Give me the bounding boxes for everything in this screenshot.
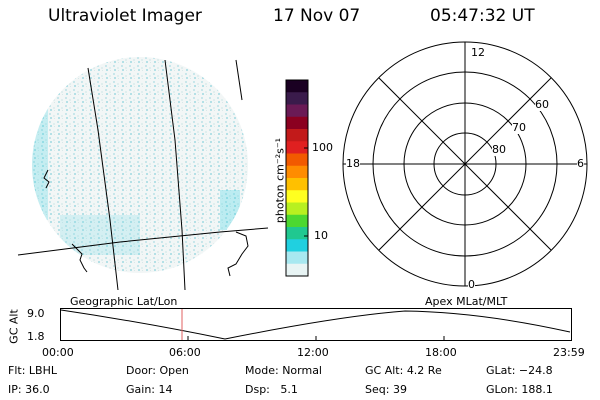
- coastline: [71, 243, 88, 273]
- status-value: 4.2 Re: [406, 364, 442, 377]
- mlt-label-18: 18: [346, 157, 360, 170]
- status-key: GLon:: [486, 383, 518, 396]
- status-key: Flt:: [8, 364, 26, 377]
- mlat-label-80: 80: [492, 143, 506, 156]
- status-value: −24.8: [518, 364, 553, 377]
- apex-label: Apex MLat/MLT: [425, 295, 508, 308]
- parallel-line: [17, 227, 269, 256]
- polar-diagonal: [378, 77, 552, 251]
- colorbar-band: [286, 153, 308, 167]
- status-value: 36.0: [25, 383, 50, 396]
- colorbar-band: [286, 263, 308, 277]
- colorbar-band: [286, 239, 308, 252]
- status-key: GC Alt:: [365, 364, 404, 377]
- status-key: GLat:: [486, 364, 516, 377]
- status-value: 188.1: [521, 383, 553, 396]
- altitude-timeline: [60, 308, 572, 341]
- earth-disk: [32, 57, 248, 273]
- status-key: Door:: [126, 364, 156, 377]
- status-glat: GLat: −24.8: [486, 364, 553, 377]
- timeline-tick-0: 00:00: [42, 346, 74, 359]
- altitude-curve: [60, 309, 571, 340]
- meridian-line: [87, 67, 119, 290]
- colorbar-band: [286, 80, 308, 93]
- colorbar-band: [286, 227, 308, 240]
- colorbar-band: [286, 129, 308, 142]
- meridian-line: [164, 59, 186, 290]
- coastline: [227, 231, 249, 277]
- mlat-label-60: 60: [535, 98, 549, 111]
- status-ip: IP: 36.0: [8, 383, 50, 396]
- mlt-label-12: 12: [471, 46, 485, 59]
- coastline: [43, 169, 50, 189]
- status-dsp: Dsp: 5.1: [245, 383, 298, 396]
- colorbar-band: [286, 116, 308, 130]
- time: 05:47:32 UT: [430, 6, 535, 26]
- geographic-label: Geographic Lat/Lon: [70, 295, 178, 308]
- title: Ultraviolet Imager: [48, 6, 202, 26]
- colorbar-band: [286, 92, 308, 105]
- mlt-label-6: 6: [577, 157, 584, 170]
- status-flt: Flt: LBHL: [8, 364, 57, 377]
- status-key: Seq:: [365, 383, 390, 396]
- status-key: Gain:: [126, 383, 155, 396]
- colorbar-band: [286, 202, 308, 216]
- meridian-line: [235, 59, 243, 101]
- status-gain: Gain: 14: [126, 383, 173, 396]
- status-value: Normal: [282, 364, 322, 377]
- timeline-tick-1: 06:00: [169, 346, 201, 359]
- colorbar-band: [286, 251, 308, 265]
- geographic-image: [17, 57, 269, 290]
- timeline-tick-2: 12:00: [297, 346, 329, 359]
- timeline-yaxis-label: GC Alt: [7, 309, 21, 344]
- timeline-ymax: 9.0: [27, 307, 45, 320]
- colorbar-band: [286, 104, 308, 118]
- polar-plot: [342, 41, 588, 287]
- status-key: IP:: [8, 383, 22, 396]
- colorbar-tick-100: 100: [312, 141, 333, 154]
- mlt-label-0: 0: [468, 278, 475, 291]
- status-key: Mode:: [245, 364, 279, 377]
- colorbar-band: [286, 141, 308, 154]
- status-seq: Seq: 39: [365, 383, 407, 396]
- date: 17 Nov 07: [273, 6, 361, 26]
- status-door: Door: Open: [126, 364, 189, 377]
- timeline-tick-4: 23:59: [553, 346, 585, 359]
- colorbar: [285, 79, 309, 277]
- status-key: Dsp:: [245, 383, 270, 396]
- status-value: Open: [159, 364, 189, 377]
- colorbar-band: [286, 165, 308, 179]
- status-value: 39: [392, 383, 407, 396]
- colorbar-tick-10: 10: [314, 229, 328, 242]
- status-mode: Mode: Normal: [245, 364, 322, 377]
- status-value: 14: [158, 383, 173, 396]
- timeline-tick-3: 18:00: [425, 346, 457, 359]
- timeline-ymin: 1.8: [27, 330, 45, 343]
- status-glon: GLon: 188.1: [486, 383, 553, 396]
- status-value: LBHL: [28, 364, 57, 377]
- status-gc-alt: GC Alt: 4.2 Re: [365, 364, 442, 377]
- colorbar-band: [286, 190, 308, 203]
- colorbar-unit: photon cm⁻²s⁻¹: [273, 137, 287, 224]
- colorbar-band: [286, 214, 308, 228]
- status-value: 5.1: [280, 383, 298, 396]
- mlat-label-70: 70: [512, 121, 526, 134]
- colorbar-band: [286, 178, 308, 191]
